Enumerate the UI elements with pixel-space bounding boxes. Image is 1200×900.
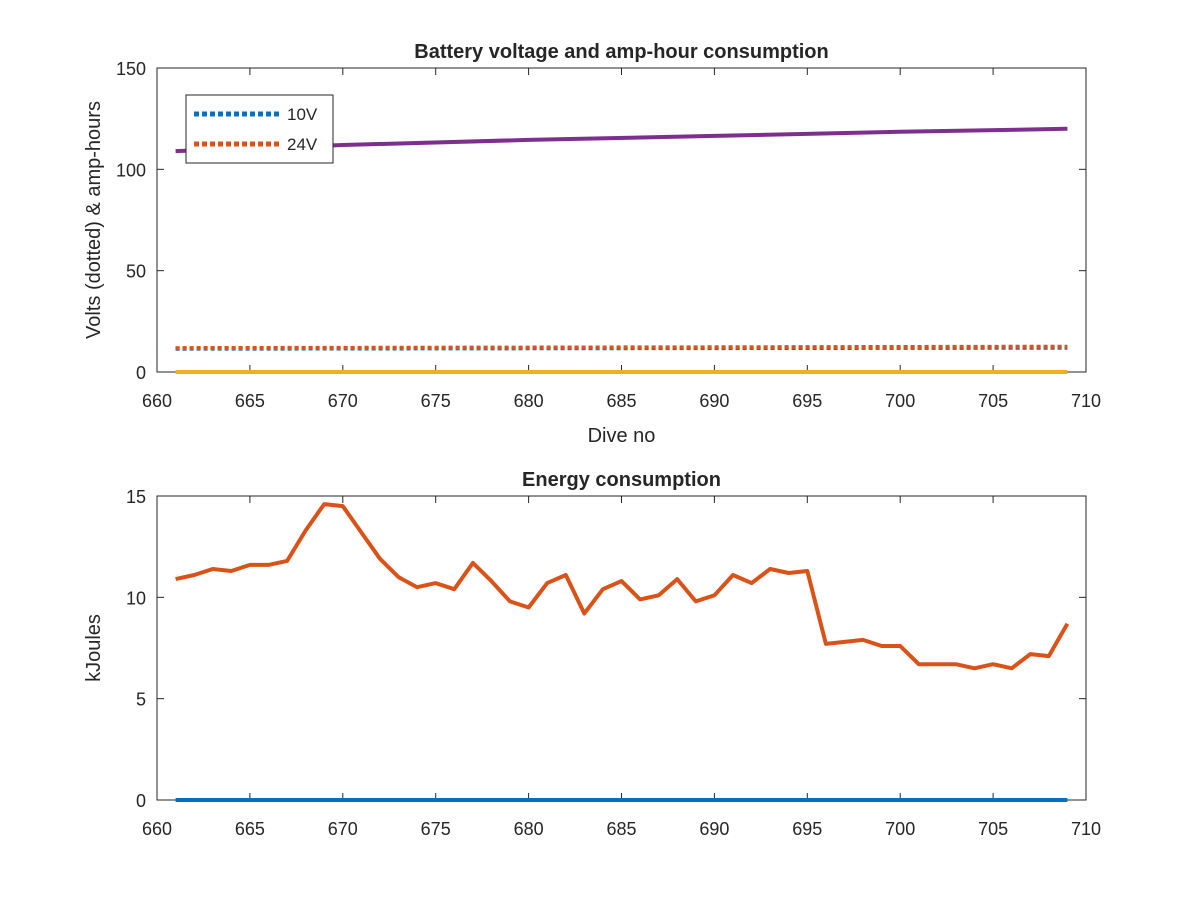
x-tick-label: 710 (1071, 391, 1101, 411)
x-tick-label: 665 (235, 819, 265, 839)
x-tick-label: 660 (142, 391, 172, 411)
x-tick-label: 660 (142, 819, 172, 839)
chart-title: Battery voltage and amp-hour consumption (414, 41, 828, 63)
y-tick-label: 15 (126, 487, 146, 507)
series-line-24v (175, 344, 1068, 351)
legend-entry-24v: 24V (287, 135, 318, 154)
legend-entry-10v: 10V (287, 105, 318, 124)
y-tick-label: 50 (126, 262, 146, 282)
y-tick-label: 100 (116, 160, 146, 180)
x-tick-label: 675 (421, 819, 451, 839)
x-tick-label: 670 (328, 391, 358, 411)
y-tick-label: 0 (136, 363, 146, 383)
x-axis-label: Dive no (588, 425, 656, 447)
x-tick-label: 690 (699, 819, 729, 839)
x-tick-label: 695 (792, 391, 822, 411)
y-tick-label: 10 (126, 588, 146, 608)
x-tick-label: 665 (235, 391, 265, 411)
x-tick-label: 690 (699, 391, 729, 411)
y-tick-label: 5 (136, 690, 146, 710)
plot-area (156, 495, 1087, 801)
x-tick-label: 710 (1071, 819, 1101, 839)
y-tick-label: 150 (116, 59, 146, 79)
legend: 10V 24V (185, 94, 334, 164)
legend-box (185, 94, 334, 164)
chart-title: Energy consumption (522, 469, 721, 491)
y-tick-label: 0 (136, 791, 146, 811)
x-tick-label: 695 (792, 819, 822, 839)
x-tick-label: 680 (514, 391, 544, 411)
chart-panel-1: Battery voltage and amp-hour consumption… (83, 41, 1101, 447)
y-axis-label: kJoules (83, 614, 105, 682)
x-tick-label: 675 (421, 391, 451, 411)
chart-panel-2: Energy consumption 660 665 670 675 680 685 690 6… (83, 469, 1101, 839)
x-tick-label: 705 (978, 391, 1008, 411)
x-tick-label: 685 (606, 391, 636, 411)
x-tick-label: 700 (885, 819, 915, 839)
x-tick-label: 680 (514, 819, 544, 839)
x-tick-label: 685 (606, 819, 636, 839)
x-tick-label: 705 (978, 819, 1008, 839)
y-axis-label: Volts (dotted) & amp-hours (83, 101, 105, 339)
x-tick-label: 670 (328, 819, 358, 839)
x-tick-label: 700 (885, 391, 915, 411)
series-line-1 (175, 502, 1070, 671)
